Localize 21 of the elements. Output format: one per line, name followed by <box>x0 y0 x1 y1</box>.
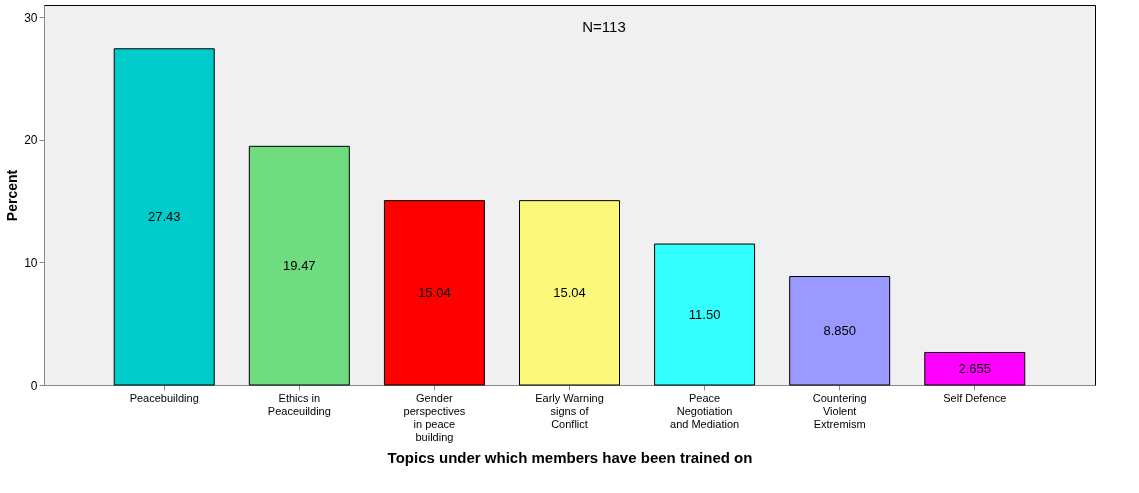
y-tick-label: 10 <box>24 255 38 270</box>
annotation: N=113 <box>582 18 626 35</box>
x-tick-label: Peacebuilding <box>129 391 199 404</box>
data-label: 8.850 <box>823 322 856 338</box>
x-tick-label: Gender perspectives in peace building <box>403 391 466 443</box>
x-tick-label: Countering Violent Extremism <box>812 391 867 430</box>
data-label: 15.04 <box>418 284 451 300</box>
x-tick-label: Self Defence <box>943 391 1007 404</box>
y-axis-title: Percent <box>4 169 21 222</box>
x-tick-label: Peace Negotiation and Mediation <box>670 391 740 430</box>
data-label: 27.43 <box>147 208 181 224</box>
x-tick-label: Ethics in Peaceuilding <box>267 391 331 417</box>
x-tick-label: Early Warning signs of Conflict <box>535 391 604 430</box>
y-tick-label: 0 <box>30 378 38 393</box>
data-label: 15.04 <box>553 284 586 300</box>
data-label: 19.47 <box>283 257 316 273</box>
data-label: 2.655 <box>958 360 992 376</box>
x-axis-title: Topics under which members have been trained on <box>387 448 753 466</box>
y-tick-label: 30 <box>24 10 38 25</box>
data-label: 11.50 <box>688 306 721 322</box>
y-tick-label: 20 <box>24 133 38 148</box>
